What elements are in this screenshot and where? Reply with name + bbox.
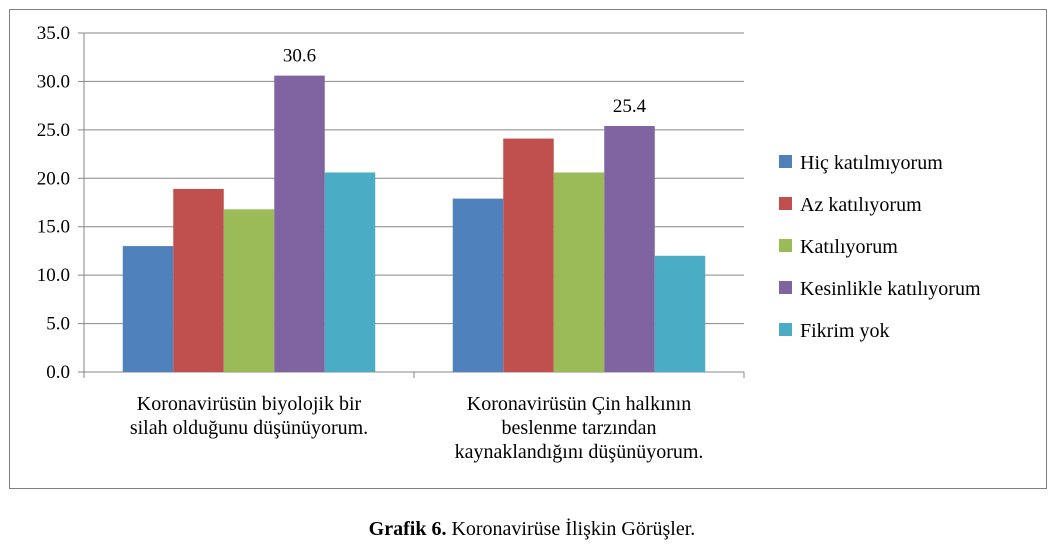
bar <box>604 125 655 373</box>
figure-caption: Grafik 6. Koronavirüse İlişkin Görüşler. <box>0 518 1064 541</box>
bar <box>223 209 275 372</box>
legend-swatch <box>779 281 792 294</box>
bar <box>452 198 504 372</box>
bar <box>654 255 706 372</box>
bar <box>503 138 554 372</box>
legend-swatch <box>779 239 792 252</box>
caption-label: Grafik 6. <box>368 518 447 540</box>
legend-label: Kesinlikle katılıyorum <box>800 278 981 300</box>
legend-swatch <box>779 197 792 210</box>
y-tick-label: 25.0 <box>37 120 70 141</box>
category-label: Koronavirüsün biyolojik bir <box>137 393 362 415</box>
data-label: 25.4 <box>613 96 647 117</box>
y-tick-label: 35.0 <box>37 23 70 44</box>
category-label: beslenme tarzından <box>502 417 657 439</box>
category-label: silah olduğunu düşünüyorum. <box>130 417 368 439</box>
bar <box>324 172 376 372</box>
bar <box>122 246 174 372</box>
y-tick-label: 15.0 <box>37 217 70 238</box>
category-label: Koronavirüsün Çin halkının <box>467 393 691 415</box>
legend-swatch <box>779 155 792 168</box>
y-tick-label: 20.0 <box>37 168 70 189</box>
chart-frame <box>9 9 1047 489</box>
legend-label: Az katılıyorum <box>800 194 922 216</box>
y-tick-label: 5.0 <box>46 314 70 335</box>
y-tick-label: 30.0 <box>37 71 70 92</box>
bar-chart: 0.0 5.0 10.0 15.0 20.0 25.0 30.0 35.0 Koronavirü… <box>37 23 981 463</box>
bar <box>173 188 224 372</box>
y-tick-label: 10.0 <box>37 265 70 286</box>
legend-label: Fikrim yok <box>800 320 889 342</box>
bar <box>553 172 605 372</box>
bar <box>274 75 325 373</box>
category-label: kaynaklandığını düşünüyorum. <box>455 441 704 463</box>
legend-swatch <box>779 323 792 336</box>
legend-label: Hiç katılmıyorum <box>800 152 943 174</box>
y-tick-label: 0.0 <box>46 362 70 383</box>
caption-text: Koronavirüse İlişkin Görüşler. <box>446 518 696 540</box>
data-label: 30.6 <box>283 46 316 67</box>
legend-label: Katılıyorum <box>800 236 898 258</box>
